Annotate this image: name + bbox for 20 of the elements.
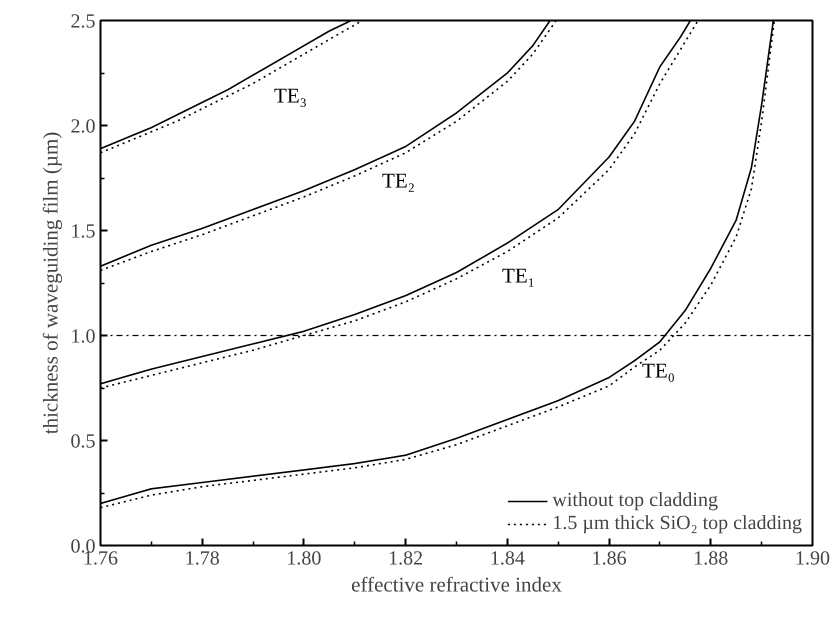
- y-axis-title: thickness of waveguiding film (µm): [38, 132, 62, 434]
- legend-label: 1.5 µm thick SiO₂ top cladding: [552, 512, 802, 535]
- annotation: TE₁: [502, 264, 535, 288]
- annotation: TE₃: [274, 84, 307, 108]
- x-tick-label: 1.84: [490, 548, 525, 570]
- y-tick-label: 1.0: [70, 326, 96, 348]
- x-tick-label: 1.78: [184, 548, 220, 570]
- x-tick-label: 1.82: [388, 548, 424, 570]
- y-tick-label: 1.5: [70, 220, 96, 242]
- x-axis-title: effective refractive index: [351, 572, 562, 596]
- x-tick-label: 1.80: [286, 548, 322, 570]
- y-tick-label: 2.5: [70, 10, 96, 32]
- annotation: TE₀: [642, 358, 675, 382]
- y-tick-label: 0.5: [70, 430, 96, 452]
- legend-label: without top cladding: [552, 489, 718, 512]
- x-tick-label: 1.86: [592, 548, 627, 570]
- x-tick-label: 1.90: [795, 548, 830, 570]
- y-tick-label: 2.0: [70, 116, 96, 138]
- x-tick-label: 1.88: [693, 548, 728, 570]
- annotation: TE₂: [382, 168, 415, 192]
